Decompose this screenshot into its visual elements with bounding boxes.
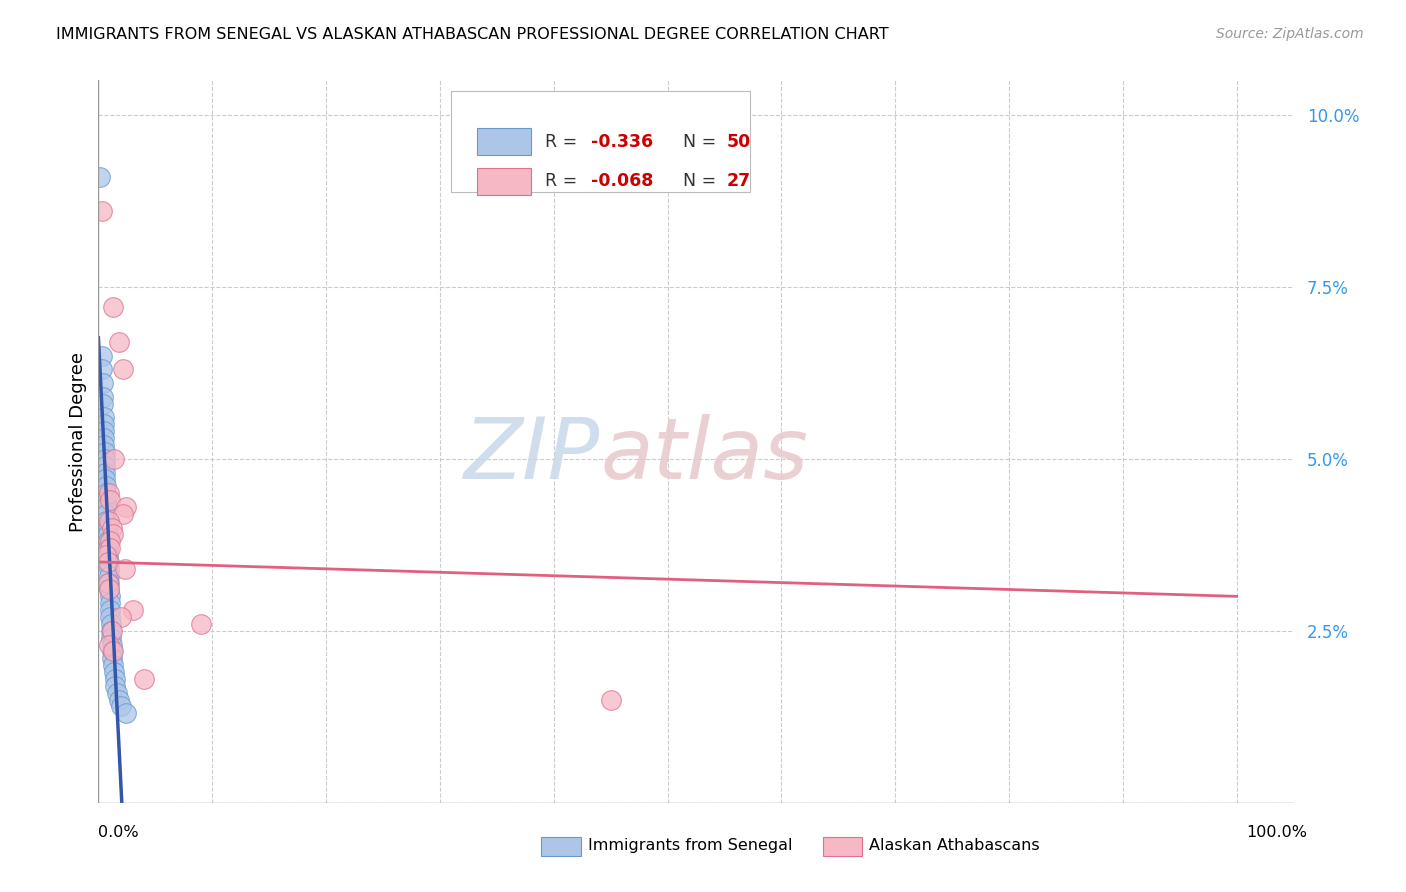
FancyBboxPatch shape: [477, 168, 531, 195]
Point: [97, 514, 120, 528]
Point: [96, 541, 118, 556]
Point: [96, 534, 118, 549]
Point: [108, 692, 131, 706]
Point: [132, 672, 155, 686]
Point: [103, 301, 125, 315]
Point: [93, 438, 115, 452]
Point: [96, 507, 118, 521]
Point: [105, 686, 128, 700]
Point: [93, 410, 115, 425]
Text: Source: ZipAtlas.com: Source: ZipAtlas.com: [1216, 27, 1364, 41]
Point: [98, 541, 121, 556]
Text: Immigrants from Senegal: Immigrants from Senegal: [588, 838, 792, 853]
Point: [97, 582, 120, 597]
Point: [91, 390, 114, 404]
Point: [98, 596, 121, 610]
Text: 0.0%: 0.0%: [98, 825, 139, 840]
Point: [96, 514, 118, 528]
Text: R =: R =: [546, 133, 583, 151]
Point: [90, 362, 112, 376]
Point: [94, 466, 117, 480]
Point: [98, 493, 121, 508]
Point: [100, 616, 122, 631]
Point: [98, 590, 121, 604]
Text: IMMIGRANTS FROM SENEGAL VS ALASKAN ATHABASCAN PROFESSIONAL DEGREE CORRELATION CH: IMMIGRANTS FROM SENEGAL VS ALASKAN ATHAB…: [56, 27, 889, 42]
Point: [101, 520, 124, 534]
Point: [97, 582, 120, 597]
Point: [112, 507, 135, 521]
Point: [97, 555, 120, 569]
FancyBboxPatch shape: [477, 128, 531, 155]
Point: [101, 644, 124, 658]
Point: [96, 548, 118, 562]
Text: atlas: atlas: [600, 415, 808, 498]
Point: [91, 397, 114, 411]
Point: [94, 472, 117, 486]
Text: -0.336: -0.336: [591, 133, 652, 151]
Point: [103, 665, 125, 679]
Text: -0.068: -0.068: [591, 172, 654, 190]
Point: [98, 534, 121, 549]
Point: [112, 362, 135, 376]
Text: 100.0%: 100.0%: [1247, 825, 1308, 840]
Point: [97, 575, 120, 590]
Text: N =: N =: [683, 172, 721, 190]
Text: R =: R =: [546, 172, 583, 190]
Point: [96, 548, 118, 562]
Point: [190, 616, 212, 631]
Point: [96, 479, 118, 493]
Point: [101, 638, 124, 652]
Point: [110, 610, 132, 624]
Point: [97, 562, 120, 576]
Point: [96, 527, 118, 541]
Point: [97, 486, 120, 500]
Point: [96, 575, 118, 590]
Point: [93, 431, 115, 445]
Point: [101, 624, 124, 638]
Point: [103, 644, 125, 658]
Point: [96, 500, 118, 514]
Point: [599, 692, 621, 706]
Point: [97, 568, 120, 582]
Text: 50: 50: [727, 133, 751, 151]
Text: 27: 27: [727, 172, 751, 190]
Point: [104, 679, 127, 693]
Point: [89, 169, 111, 184]
Point: [103, 451, 125, 466]
Text: ZIP: ZIP: [464, 415, 600, 498]
Point: [121, 603, 143, 617]
Point: [98, 610, 121, 624]
Point: [100, 624, 122, 638]
Point: [94, 445, 117, 459]
Point: [96, 555, 118, 569]
Point: [110, 699, 132, 714]
Point: [94, 451, 117, 466]
Point: [96, 486, 118, 500]
Text: N =: N =: [683, 133, 721, 151]
Point: [97, 638, 120, 652]
Y-axis label: Professional Degree: Professional Degree: [69, 351, 87, 532]
Point: [103, 658, 125, 673]
Point: [104, 672, 127, 686]
Text: Alaskan Athabascans: Alaskan Athabascans: [869, 838, 1039, 853]
Point: [101, 651, 124, 665]
Point: [114, 706, 136, 721]
Point: [90, 349, 112, 363]
Point: [114, 500, 136, 514]
Point: [98, 603, 121, 617]
Point: [91, 376, 114, 390]
Point: [93, 417, 115, 432]
Point: [94, 458, 117, 473]
Point: [93, 424, 115, 438]
Point: [103, 527, 125, 541]
Point: [96, 493, 118, 508]
Point: [100, 631, 122, 645]
FancyBboxPatch shape: [451, 91, 749, 193]
Point: [108, 334, 131, 349]
Point: [90, 204, 112, 219]
Point: [96, 520, 118, 534]
Point: [114, 562, 136, 576]
